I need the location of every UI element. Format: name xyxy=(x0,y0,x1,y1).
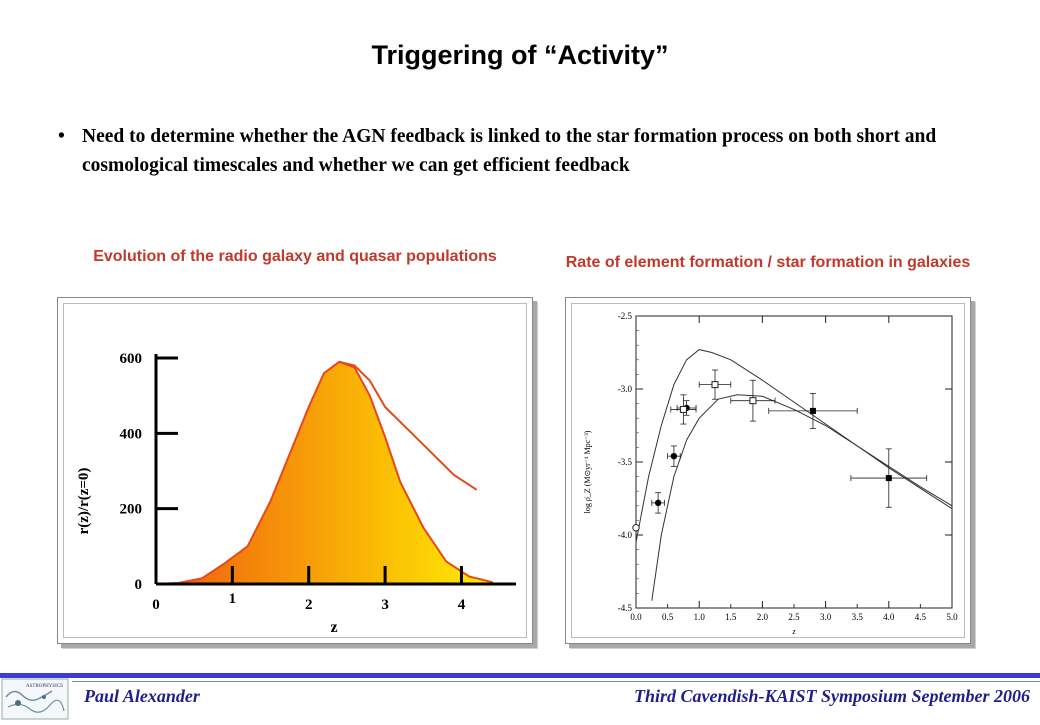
point-marker xyxy=(679,405,687,413)
right-chart-panel: -2.5 -3.0 -3.5 -4.0 -4.5 0.0 1.0 2.0 3.0 4.0 5.0 0.… xyxy=(565,297,971,644)
x-minor-tick-label: 0.5 xyxy=(662,612,674,622)
y-tick-label: 200 xyxy=(120,502,143,518)
x-tick-label: 0.0 xyxy=(630,612,642,622)
footer-author: Paul Alexander xyxy=(84,686,200,706)
y-tick-label: -4.0 xyxy=(618,530,633,540)
footer-event: Third Cavendish-KAIST Symposium Septembe… xyxy=(633,686,1030,706)
data-point xyxy=(850,448,928,508)
x-tick-label: 5.0 xyxy=(946,612,958,622)
x-minor-tick-label: 4.5 xyxy=(915,612,927,622)
svg-text:ASTROPHYSICS: ASTROPHYSICS xyxy=(26,684,63,689)
point-marker xyxy=(654,499,662,507)
y-tick-label: -3.5 xyxy=(618,457,633,467)
y-tick-label: 600 xyxy=(120,351,143,367)
slide-title: Triggering of “Activity” xyxy=(371,40,669,70)
data-point xyxy=(651,492,665,514)
x-tick-label: 3.0 xyxy=(820,612,832,622)
x-minor-tick-label: 3.5 xyxy=(852,612,864,622)
x-tick-label: 4.0 xyxy=(883,612,895,622)
x-axis-label: z xyxy=(791,627,796,636)
data-point xyxy=(667,445,681,467)
y-tick-label: 0 xyxy=(135,577,143,593)
left-chart-caption: Evolution of the radio galaxy and quasar… xyxy=(93,248,497,265)
x-tick-label: 4 xyxy=(458,597,466,613)
model-curve-2 xyxy=(651,394,953,601)
point-marker xyxy=(749,397,757,405)
x-tick-label: 2.0 xyxy=(757,612,769,622)
y-tick-label: -4.5 xyxy=(618,603,633,613)
data-point xyxy=(768,392,858,429)
right-chart-caption: Rate of element formation / star formati… xyxy=(565,254,971,271)
x-tick-label: 2 xyxy=(305,597,313,613)
point-marker xyxy=(670,452,678,460)
y-tick-label: 400 xyxy=(120,426,143,442)
x-tick-label: 0 xyxy=(152,597,160,613)
bullet-icon: • xyxy=(58,126,65,147)
radio-galaxy-evolution-chart: 0 200 400 600 0 1 2 3 4 z r(z)/r(z=0) xyxy=(76,351,516,636)
x-minor-tick-label: 1.5 xyxy=(725,612,737,622)
point-marker xyxy=(632,524,640,532)
plot-frame xyxy=(635,315,953,609)
x-tick-label: 1.0 xyxy=(694,612,706,622)
footer-rule xyxy=(72,681,1040,682)
point-marker xyxy=(885,475,892,482)
point-marker xyxy=(711,381,719,389)
left-chart-panel: 0 200 400 600 0 1 2 3 4 z r(z)/r(z=0) xyxy=(57,297,533,644)
x-minor-tick-label: 2.5 xyxy=(788,612,800,622)
data-point xyxy=(730,379,776,422)
data-point xyxy=(698,369,732,400)
y-axis-label: log ρ̇_Z (M⊙yr⁻¹ Mpc⁻³) xyxy=(583,430,592,513)
star-formation-rate-chart: -2.5 -3.0 -3.5 -4.0 -4.50.0 1.0 2.0 3.0 4.0 5.0 0.… xyxy=(583,311,958,636)
model-curve-1 xyxy=(635,349,953,543)
area-series-1 xyxy=(155,360,493,585)
x-axis-label: z xyxy=(330,619,337,636)
line-series-2 xyxy=(339,360,478,491)
x-tick-label: 3 xyxy=(381,597,389,613)
data-point xyxy=(670,394,697,425)
data-point xyxy=(632,524,640,532)
astrophysics-logo: ASTROPHYSICS xyxy=(0,677,70,720)
y-tick-label: -2.5 xyxy=(618,311,633,321)
y-tick-label: -3.0 xyxy=(618,384,633,394)
point-marker xyxy=(809,407,816,414)
footer-bar xyxy=(0,673,1040,678)
bullet-text: Need to determine whether the AGN feedba… xyxy=(82,126,937,176)
y-axis-label: r(z)/r(z=0) xyxy=(76,468,92,535)
x-tick-label: 1 xyxy=(229,591,237,607)
